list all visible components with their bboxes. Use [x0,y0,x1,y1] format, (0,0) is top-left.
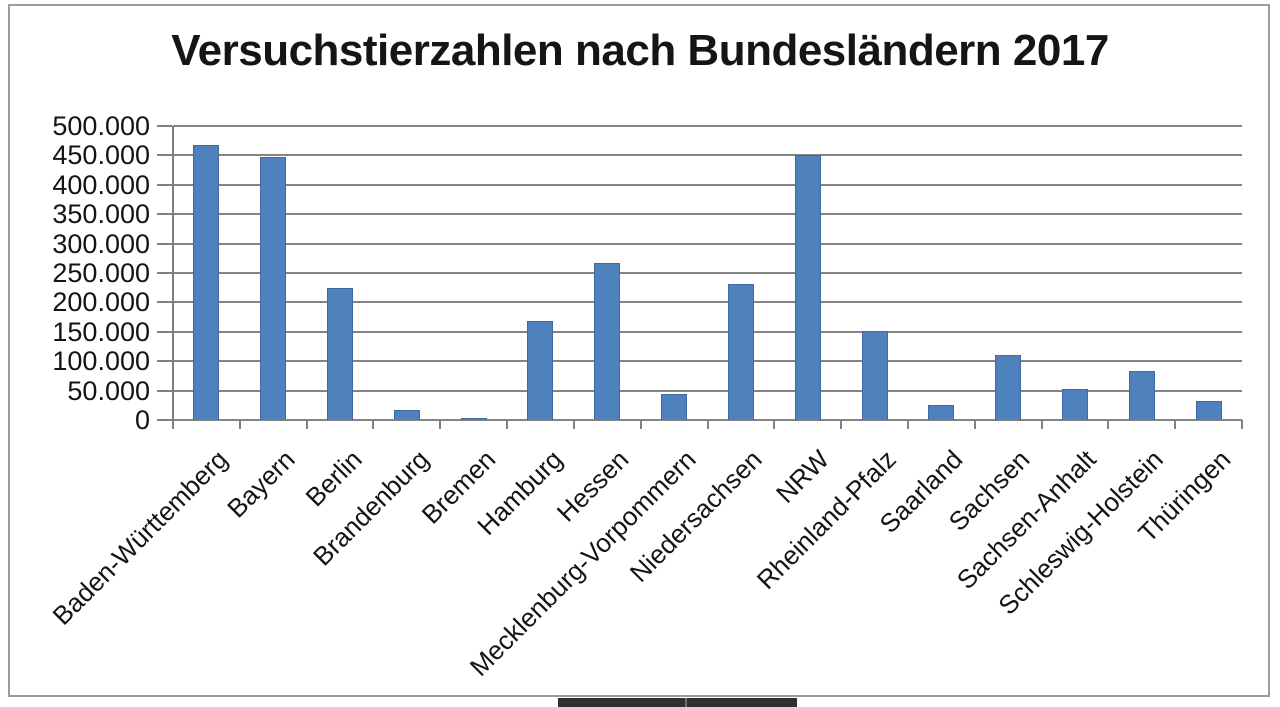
bar-rheinland-pfalz [861,331,888,420]
x-axis-tick [1241,420,1243,429]
x-axis-tick [372,420,375,429]
y-tick-label: 250.000 [52,258,150,288]
bar-berlin [327,288,354,420]
bar-mecklenburg-vorpommern [661,394,688,420]
y-tick-label: 50.000 [67,375,150,406]
gridline [173,213,1242,216]
y-axis-tick [157,330,172,333]
y-tick-label: 400.000 [52,169,150,200]
y-axis [172,126,174,429]
x-axis-tick [639,420,642,429]
y-axis-tick [157,154,172,157]
y-tick-label: 350.000 [52,199,150,230]
gridline [173,154,1242,157]
x-axis-tick [572,420,575,429]
y-axis-tick [157,242,172,245]
x-axis-tick [439,420,442,429]
bar-schleswig-holstein [1128,370,1155,420]
x-axis-tick [973,420,976,429]
y-tick-label: 100.000 [52,346,150,377]
y-axis-tick [157,125,172,127]
gridline [173,330,1242,333]
x-axis-tick [706,420,709,429]
bottom-ui-strip-divider [685,698,687,707]
bar-sachsen [995,355,1022,420]
y-axis-tick [157,213,172,216]
bar-baden-wuerttemberg [193,145,220,420]
bar-bayern [260,156,287,420]
bar-saarland [928,405,955,420]
bar-brandenburg [393,410,420,420]
x-axis-tick [1107,420,1110,429]
y-tick-label: 500.000 [52,111,150,141]
y-tick-label: 0 [134,405,150,435]
bottom-ui-strip [558,698,797,707]
gridline [173,389,1242,392]
y-axis-tick [157,183,172,186]
bar-nrw [794,154,821,420]
gridline [173,242,1242,245]
bar-thueringen [1195,401,1222,420]
x-axis-tick [1174,420,1177,429]
bar-hessen [594,263,621,420]
x-axis-tick [172,420,174,429]
y-axis-tick [157,360,172,363]
y-tick-label: 200.000 [52,287,150,318]
bar-hamburg [527,321,554,420]
x-axis-tick [906,420,909,429]
y-tick-label: 150.000 [52,316,150,347]
y-tick-label: 450.000 [52,140,150,171]
gridline [173,183,1242,186]
y-tick-label: 300.000 [52,228,150,259]
x-axis-tick [840,420,843,429]
gridline [173,301,1242,304]
y-axis-tick [157,419,172,421]
y-axis-tick [157,301,172,304]
y-axis-tick [157,272,172,274]
chart-title: Versuchstierzahlen nach Bundesländern 20… [171,26,1109,75]
gridline [173,125,1242,127]
gridline [173,360,1242,363]
gridline [173,272,1242,274]
x-axis-tick [238,420,241,429]
x-axis-tick [506,420,509,429]
x-axis-tick [305,420,308,429]
bar-bremen [460,417,487,420]
bar-sachsen-anhalt [1061,388,1088,420]
x-axis-tick [773,420,776,429]
x-axis-tick [1040,420,1043,429]
bar-niedersachsen [727,284,754,420]
y-axis-tick [157,389,172,392]
